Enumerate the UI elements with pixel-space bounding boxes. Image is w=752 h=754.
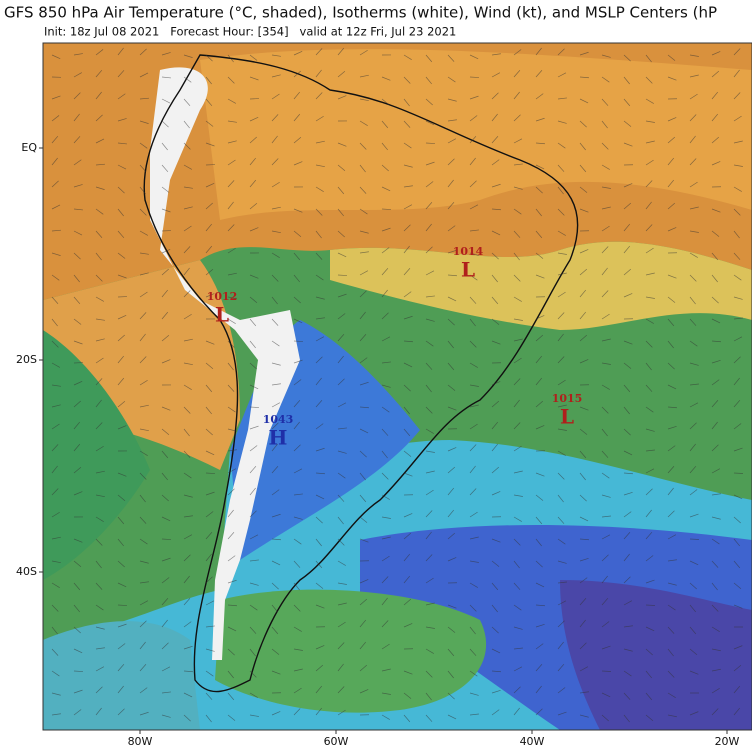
pressure-value: 1043 bbox=[263, 413, 294, 426]
pressure-value: 1014 bbox=[453, 245, 484, 258]
lon-label: 20W bbox=[715, 735, 740, 748]
map-field bbox=[43, 43, 752, 730]
lat-label: 40S bbox=[16, 565, 37, 578]
map-title: GFS 850 hPa Air Temperature (°C, shaded)… bbox=[4, 4, 717, 22]
pressure-center: L bbox=[560, 405, 574, 429]
lat-label: EQ bbox=[21, 141, 37, 154]
lon-label: 40W bbox=[520, 735, 545, 748]
pressure-value: 1015 bbox=[552, 392, 583, 405]
map-subtitle: Init: 18z Jul 08 2021 Forecast Hour: [35… bbox=[44, 25, 456, 39]
lon-label: 60W bbox=[324, 735, 349, 748]
lat-label: 20S bbox=[16, 353, 37, 366]
pressure-center: H bbox=[269, 426, 288, 450]
pressure-center: L bbox=[215, 303, 229, 327]
pressure-value: 1012 bbox=[207, 290, 238, 303]
pressure-center: L bbox=[461, 258, 475, 282]
lon-label: 80W bbox=[128, 735, 153, 748]
